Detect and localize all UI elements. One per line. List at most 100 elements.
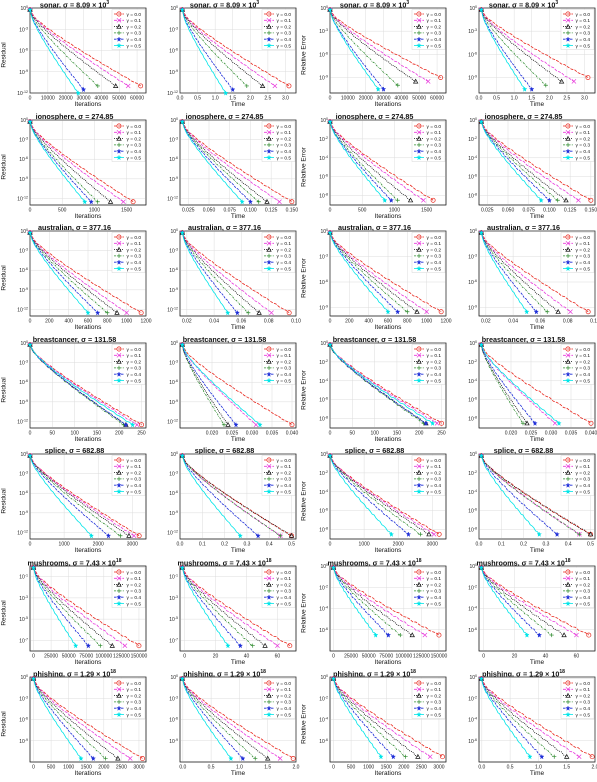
series-line	[329, 9, 379, 90]
plot-frame	[179, 453, 297, 540]
series-line	[181, 121, 251, 202]
series-line	[29, 121, 92, 202]
legend-entry: γ = 0.1	[576, 18, 591, 24]
series-line	[181, 567, 253, 646]
legend-marker	[416, 11, 422, 17]
y-tick-label: 10-6	[468, 738, 477, 745]
plot-frame	[179, 565, 297, 651]
chart-panel-australian-4: australian, σ = 377.16 Time 100 10-3 10-6 10-…	[449, 223, 597, 334]
series-line	[480, 9, 547, 86]
x-tick-label: 0.0	[177, 96, 184, 102]
legend-entry: γ = 0.2	[127, 24, 142, 30]
legend-entry: γ = 0.2	[427, 247, 442, 253]
y-tick-label: 100	[469, 117, 477, 124]
plot-frame	[29, 565, 147, 651]
x-tick-label: 0	[183, 653, 186, 659]
series-line	[480, 455, 580, 535]
legend-marker	[266, 358, 272, 364]
series-line	[29, 121, 98, 202]
legend-marker	[266, 588, 272, 593]
series-end-marker	[378, 753, 384, 760]
series-end-marker	[256, 309, 262, 315]
legend-marker	[416, 370, 422, 377]
series-end-marker	[520, 420, 526, 425]
plot-svg: 100 10-3 10-6 10-9 10-12 0.0 0.1 0.2 0.3 0.4 0.5 γ …	[167, 451, 297, 548]
series-end-marker	[528, 86, 535, 92]
y-tick-label: 10-12	[167, 529, 178, 536]
chart-panel-phishing-2: phishing, σ = 1.29 × 1018 Time 100 10-3 10-6…	[150, 669, 299, 780]
plot-frame	[478, 565, 596, 651]
plot-frame	[329, 119, 447, 205]
x-axis-label: Time	[529, 547, 545, 554]
legend: γ = 0.0γ = 0.1γ = 0.2γ = 0.3γ = 0.4γ = 0…	[560, 455, 595, 496]
legend-entry: γ = 0.3	[127, 31, 142, 37]
legend: γ = 0.0γ = 0.1γ = 0.2γ = 0.3γ = 0.4γ = 0…	[411, 678, 446, 719]
legend-marker	[565, 469, 571, 475]
series-line	[480, 678, 580, 758]
series-end-marker	[587, 531, 594, 537]
series-line	[480, 232, 528, 312]
x-tick-label: 0.4	[565, 542, 572, 548]
series-end-marker	[95, 199, 100, 204]
series-line	[480, 343, 592, 424]
series-end-marker	[398, 632, 403, 637]
series-line	[181, 9, 227, 94]
y-tick-label: 10-9	[19, 398, 28, 405]
series-start-marker	[27, 229, 33, 236]
series-start-marker	[330, 564, 337, 571]
series-line	[29, 232, 89, 313]
plot-svg: 100 10-3 10-6 10-9 10-120 50 100 150 200 250 γ = 0…	[17, 340, 147, 436]
series-end-marker	[107, 198, 114, 204]
series-gamma-0.5	[330, 564, 379, 638]
legend-entry: γ = 0.1	[576, 353, 591, 359]
series-start-marker	[478, 452, 485, 459]
legend: γ = 0.0γ = 0.1γ = 0.2γ = 0.3γ = 0.4γ = 0…	[111, 455, 146, 496]
legend: γ = 0.0γ = 0.1γ = 0.2γ = 0.3γ = 0.4γ = 0…	[111, 120, 146, 162]
plot-svg: 100 10-3 10-6 10-9 10-120 1000 2000 3000 γ = 0.0…	[17, 451, 147, 548]
series-end-marker	[109, 642, 115, 648]
series-line	[181, 9, 263, 87]
legend-box	[411, 455, 446, 496]
legend-entry: γ = 0.1	[427, 130, 442, 136]
legend-marker	[416, 476, 422, 481]
legend-entry: γ = 0.4	[277, 37, 292, 43]
series-line	[333, 678, 382, 757]
legend-entry: γ = 0.2	[127, 247, 142, 253]
legend-marker	[266, 482, 272, 489]
series-start-marker	[330, 675, 337, 682]
legend: γ = 0.0γ = 0.1γ = 0.2γ = 0.3γ = 0.4γ = 0…	[560, 9, 595, 50]
series-end-marker	[136, 642, 142, 648]
series-end-marker	[409, 631, 415, 637]
series-gamma-0.5	[27, 6, 81, 96]
series-line	[181, 344, 293, 425]
x-tick-label: 1000	[59, 542, 70, 548]
legend-marker	[116, 569, 122, 574]
legend-entry: γ = 0.3	[277, 365, 292, 371]
plot-frame	[29, 453, 147, 540]
series-end-marker	[385, 308, 391, 315]
chart-title: australian, σ = 377.16	[37, 223, 112, 232]
chart-title: mushrooms, σ = 7.43 × 1018	[327, 557, 422, 567]
legend-marker	[116, 588, 122, 593]
y-tick-label: 10-6	[319, 279, 328, 286]
y-tick-label: 10-4	[468, 717, 477, 724]
series-end-marker	[139, 421, 144, 427]
plot-frame	[29, 676, 147, 763]
y-tick-label: 10-6	[19, 156, 28, 163]
series-end-marker	[78, 755, 84, 762]
series-line	[181, 678, 281, 759]
legend-entry: γ = 0.5	[277, 266, 292, 272]
legend-entry: γ = 0.1	[127, 18, 142, 24]
chart-panel-mushrooms-2: mushrooms, σ = 7.43 × 1018 Time 10-1 10-3 10…	[150, 558, 299, 669]
y-tick-label: 10-3	[169, 695, 178, 702]
chart-title: splice, σ = 682.88	[194, 446, 255, 455]
series-line	[29, 344, 133, 425]
series-line	[29, 455, 130, 537]
legend-entry: γ = 0.1	[576, 576, 591, 582]
y-tick-label: 100	[20, 5, 28, 12]
x-tick-label: 125000	[413, 653, 430, 659]
series-end-marker	[265, 755, 271, 761]
y-tick-label: 10-8	[319, 192, 328, 199]
legend-marker	[416, 581, 422, 587]
series-line	[480, 567, 565, 635]
